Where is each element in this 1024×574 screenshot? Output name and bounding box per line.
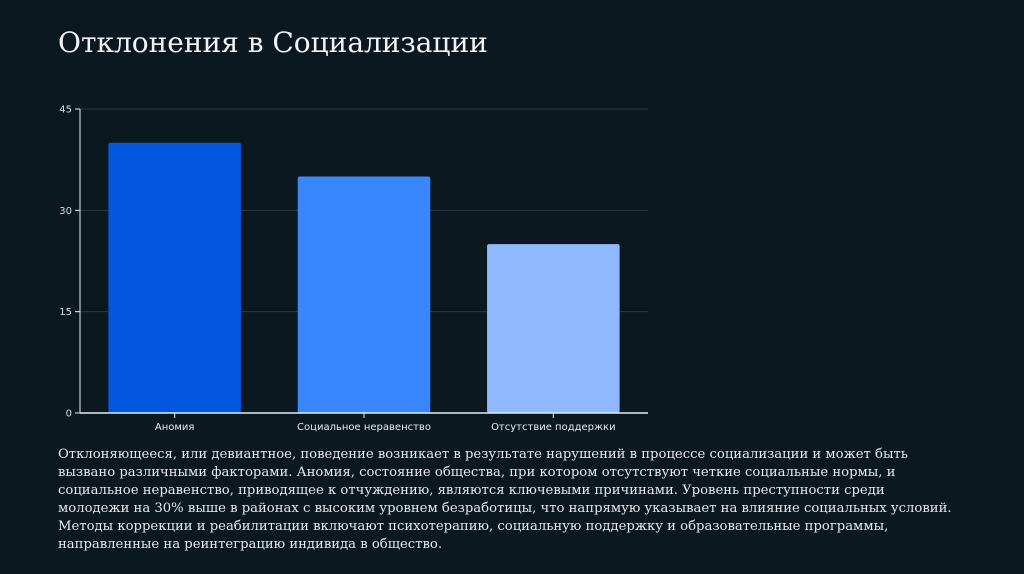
y-tick-label: 0	[66, 409, 72, 420]
y-tick-label: 30	[59, 206, 72, 217]
x-tick-label: Аномия	[155, 422, 195, 433]
bar-chart: 0 15 30 45 Аномия Социальное неравенство Отсут…	[59, 105, 648, 434]
bar	[297, 176, 431, 413]
bars	[108, 142, 620, 413]
axes	[75, 108, 648, 418]
labels: 0 15 30 45 Аномия Социальное неравенство Отсут…	[59, 105, 615, 434]
x-tick-label: Отсутствие поддержки	[491, 422, 616, 433]
y-tick-label: 45	[59, 105, 72, 116]
slide-title: Отклонения в Социализации	[58, 26, 488, 59]
slide-description: Отклоняющееся, или девиантное, поведение…	[58, 447, 952, 552]
y-tick-label: 15	[59, 307, 72, 318]
bar	[487, 244, 620, 413]
bar	[108, 142, 241, 413]
x-tick-label: Социальное неравенство	[297, 422, 431, 433]
